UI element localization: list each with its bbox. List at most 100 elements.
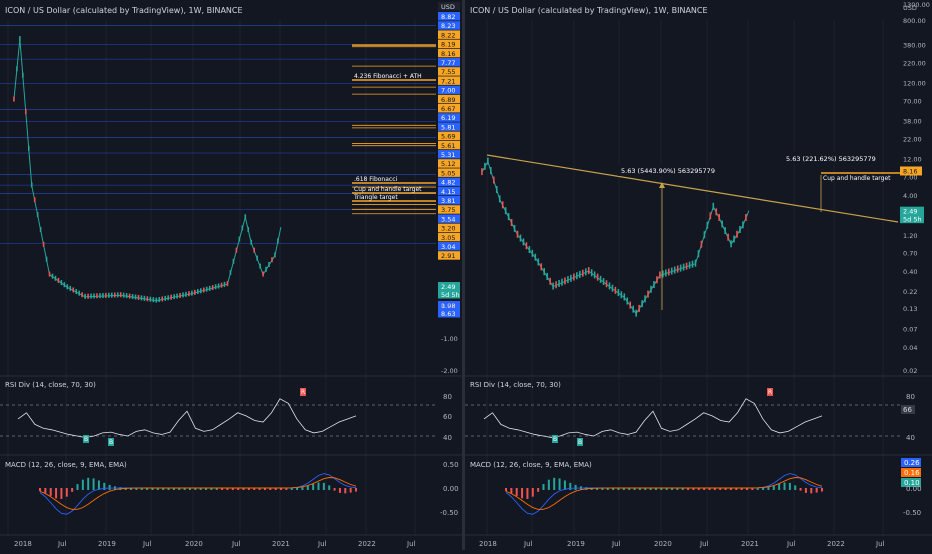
right-candle: [507, 213, 510, 221]
right-x-2022: 2022: [827, 540, 845, 548]
hist-value-tag: [901, 478, 921, 487]
right-axis-tag-12: [900, 206, 924, 216]
right-axis-label-1: 1300.00: [903, 1, 930, 9]
panel-divider[interactable]: [462, 0, 465, 550]
left-x-2021: 2021: [272, 540, 290, 548]
right-hist-bar: [558, 478, 561, 490]
left-candle: [214, 284, 217, 290]
right-hist-bar: [596, 487, 599, 490]
left-hist-bar: [263, 488, 266, 491]
right-candle: [490, 167, 492, 175]
right-candle: [584, 268, 587, 276]
left-candle: [176, 293, 178, 299]
right-macd-tick-neg050: -0.50: [903, 509, 921, 517]
left-axis-tag-2: [438, 21, 460, 30]
left-hist-bar: [162, 487, 165, 490]
left-candle: [137, 294, 140, 300]
right-rsi-line: [483, 398, 823, 438]
right-chart-panel[interactable]: ICON / US Dollar (calculated by TradingV…: [465, 1, 932, 548]
right-hist-bar: [815, 488, 818, 493]
descending-trendline[interactable]: [486, 154, 899, 223]
right-x-2019: 2019: [567, 540, 585, 548]
left-axis-label-3: 8.22: [441, 31, 455, 39]
right-candle: [647, 290, 649, 298]
left-candle: [167, 295, 169, 301]
left-axis-tag-18: [438, 168, 460, 177]
left-candle: [60, 280, 63, 286]
left-candle: [158, 297, 161, 303]
left-candle: [13, 96, 15, 102]
right-candle: [665, 269, 667, 277]
left-candles: [13, 36, 279, 303]
signal-value: 0.16: [904, 469, 920, 477]
right-time-axis[interactable]: 2018 Jul 2019 Jul 2020 Jul 2021 Jul 2022…: [479, 540, 885, 548]
measure-label-1-box: [617, 164, 707, 176]
left-axis-tag-26: [438, 242, 460, 251]
left-candle: [63, 282, 66, 288]
left-candle: [146, 296, 149, 302]
left-macd-tick-050: 0.50: [443, 461, 459, 469]
right-candle: [528, 246, 531, 254]
left-macd-title: MACD (12, 26, close, 9, EMA, EMA): [5, 461, 127, 469]
left-candle: [24, 109, 27, 115]
right-candle: [573, 273, 575, 281]
rsi-badge-b1-text: B: [84, 436, 88, 443]
right-candle: [504, 207, 507, 215]
annotation-triangle: Triangle target: [353, 194, 398, 201]
right-hist-bar: [767, 487, 770, 490]
left-candle: [152, 297, 155, 303]
left-rsi-axis: 80 60 40: [443, 393, 452, 442]
right-rsi-badge-b2-text: B: [578, 439, 582, 446]
left-candle: [93, 293, 95, 299]
left-candle: [191, 290, 193, 296]
right-candle: [620, 291, 623, 299]
left-axis-label-9: 7.00: [441, 87, 455, 95]
right-candle: [587, 267, 590, 275]
right-candle: [498, 195, 501, 203]
left-hist-bar: [215, 488, 218, 490]
left-hist-bar: [199, 488, 202, 490]
right-hist-bar: [601, 487, 604, 490]
left-axis-label-5: 8.16: [441, 50, 455, 58]
left-axis-tag-16: [438, 150, 460, 159]
left-axis-tag-24: [438, 223, 460, 233]
left-hist-bar: [205, 488, 208, 490]
left-hist-bar: [285, 488, 288, 491]
right-hist-bar: [606, 487, 609, 490]
left-candle: [271, 257, 273, 263]
right-rsi-title: RSI Div (14, close, 70, 30): [470, 381, 561, 389]
right-candle: [549, 277, 551, 285]
left-candle: [247, 227, 250, 232]
right-hist-bar: [799, 488, 802, 491]
right-candle: [679, 264, 682, 272]
left-price-axis[interactable]: USD8.828.238.228.198.167.777.557.217.006…: [438, 2, 460, 375]
right-x-2020: 2020: [654, 540, 672, 548]
left-axis-label-2: 8.23: [441, 22, 455, 30]
left-hist-bar: [71, 488, 74, 492]
right-candle: [623, 293, 626, 301]
right-axis-label-9: 12.00: [903, 156, 922, 164]
left-candle: [256, 255, 258, 261]
left-signal-line: [39, 477, 357, 510]
right-x-2018: 2018: [479, 540, 497, 548]
left-candle: [241, 225, 244, 231]
left-axis-tag-25: [438, 232, 460, 242]
left-candle: [36, 212, 39, 218]
left-horizontal-levels[interactable]: [0, 25, 436, 244]
right-rsi-badge-r-text: R: [768, 389, 772, 396]
right-hist-bar: [778, 483, 781, 490]
left-macd-tick-000: 0.00: [443, 485, 459, 493]
left-candle: [226, 281, 229, 287]
right-axis-tag-13: [900, 214, 924, 224]
left-chart-panel[interactable]: ICON / US Dollar (calculated by TradingV…: [0, 2, 462, 548]
signal-value-tag: [901, 468, 921, 477]
left-time-axis[interactable]: 2018 Jul 2019 Jul 2020 Jul 2021 Jul 2022…: [14, 540, 416, 548]
right-hist-bar: [821, 488, 823, 492]
left-hist-bar: [317, 482, 320, 490]
right-candle: [730, 240, 732, 248]
left-axis-label-6: 7.77: [441, 59, 455, 67]
left-candle: [27, 145, 30, 151]
right-axis-label-20: 0.04: [903, 344, 917, 352]
